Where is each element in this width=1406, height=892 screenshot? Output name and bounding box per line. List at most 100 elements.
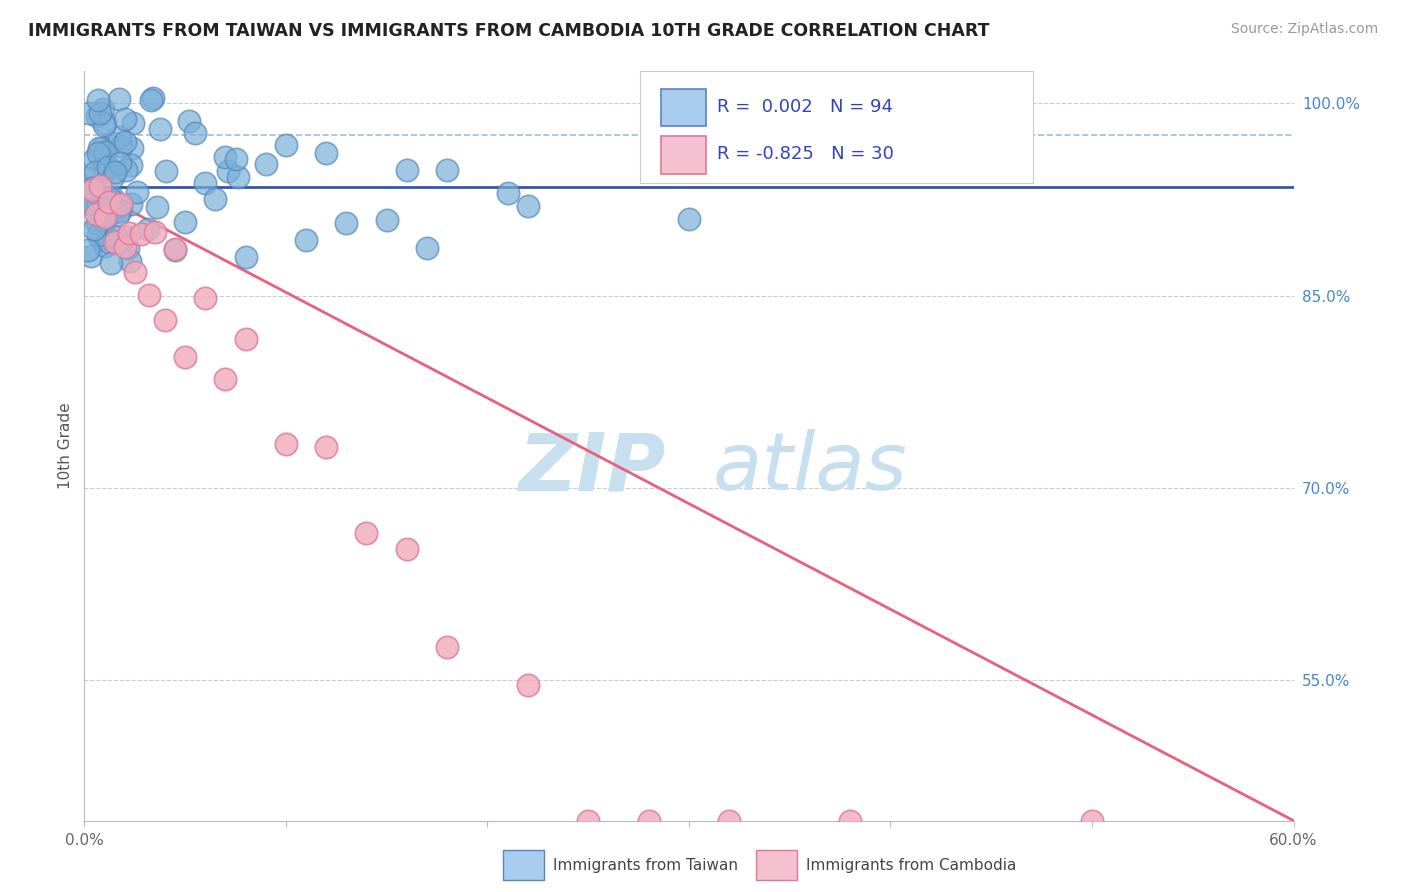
Point — [122, 116, 145, 130]
Point — [101, 190, 124, 204]
Point — [274, 437, 297, 451]
Point — [98, 191, 121, 205]
Point — [165, 244, 187, 258]
Point — [97, 160, 120, 174]
Point — [356, 525, 378, 540]
Text: Source: ZipAtlas.com: Source: ZipAtlas.com — [1230, 22, 1378, 37]
Point — [120, 253, 142, 268]
Point — [80, 249, 103, 263]
Point — [107, 92, 129, 106]
Point — [86, 216, 108, 230]
Point — [214, 150, 236, 164]
Point — [94, 145, 117, 160]
Point — [839, 814, 862, 828]
Point — [194, 177, 217, 191]
Point — [120, 158, 142, 172]
Point — [97, 195, 120, 210]
Point — [103, 136, 125, 150]
Point — [315, 146, 337, 161]
Point — [120, 197, 142, 211]
Point — [395, 162, 418, 177]
Point — [141, 93, 163, 107]
Point — [93, 210, 115, 224]
Point — [94, 239, 117, 253]
Point — [436, 162, 458, 177]
Point — [93, 157, 115, 171]
Point — [76, 244, 98, 258]
Point — [93, 115, 115, 129]
Point — [124, 265, 146, 279]
Text: R =  0.002   N = 94: R = 0.002 N = 94 — [717, 98, 893, 116]
Point — [93, 202, 115, 217]
Point — [108, 156, 131, 170]
Point — [214, 372, 236, 386]
Point — [101, 205, 124, 219]
Point — [83, 164, 105, 178]
Point — [225, 152, 247, 166]
Point — [83, 152, 105, 166]
Point — [101, 169, 124, 184]
Point — [107, 129, 129, 144]
Point — [110, 199, 132, 213]
Point — [90, 231, 112, 245]
Point — [146, 200, 169, 214]
Point — [87, 227, 110, 242]
Point — [82, 181, 104, 195]
Point — [516, 199, 538, 213]
Point — [295, 233, 318, 247]
Point — [76, 192, 98, 206]
Text: atlas: atlas — [713, 429, 907, 508]
Point — [375, 213, 398, 227]
Point — [274, 138, 297, 153]
Point — [97, 231, 120, 245]
Point — [121, 141, 143, 155]
Point — [77, 197, 100, 211]
Y-axis label: 10th Grade: 10th Grade — [58, 402, 73, 490]
Point — [177, 114, 200, 128]
Point — [86, 109, 108, 123]
Point — [114, 112, 136, 127]
Point — [165, 242, 187, 256]
Point — [110, 197, 132, 211]
Point — [496, 186, 519, 200]
Point — [93, 119, 115, 133]
Point — [143, 225, 166, 239]
Point — [115, 162, 138, 177]
Point — [104, 165, 127, 179]
Point — [153, 313, 176, 327]
Point — [114, 240, 136, 254]
Point — [184, 126, 207, 140]
Point — [80, 197, 103, 211]
Text: ZIP: ZIP — [519, 429, 666, 508]
Point — [194, 291, 217, 305]
Point — [89, 203, 111, 218]
Point — [77, 105, 100, 120]
Point — [115, 230, 138, 244]
Point — [100, 256, 122, 270]
Text: Immigrants from Cambodia: Immigrants from Cambodia — [806, 858, 1017, 872]
Point — [1081, 814, 1104, 828]
Point — [104, 235, 127, 249]
Point — [98, 235, 121, 249]
Text: IMMIGRANTS FROM TAIWAN VS IMMIGRANTS FROM CAMBODIA 10TH GRADE CORRELATION CHART: IMMIGRANTS FROM TAIWAN VS IMMIGRANTS FRO… — [28, 22, 990, 40]
Point — [91, 103, 114, 117]
Point — [217, 163, 239, 178]
Point — [149, 122, 172, 136]
Point — [82, 183, 104, 197]
Point — [395, 541, 418, 556]
Point — [155, 164, 177, 178]
Text: Immigrants from Taiwan: Immigrants from Taiwan — [553, 858, 738, 872]
Point — [86, 93, 108, 107]
Point — [416, 241, 439, 255]
Point — [254, 156, 277, 170]
Point — [83, 190, 105, 204]
Point — [235, 250, 257, 264]
Text: R = -0.825   N = 30: R = -0.825 N = 30 — [717, 145, 894, 163]
Point — [174, 350, 197, 364]
Point — [436, 640, 458, 655]
Point — [226, 169, 249, 184]
Point — [117, 241, 139, 255]
Point — [516, 678, 538, 692]
Point — [125, 185, 148, 199]
Point — [76, 171, 98, 186]
